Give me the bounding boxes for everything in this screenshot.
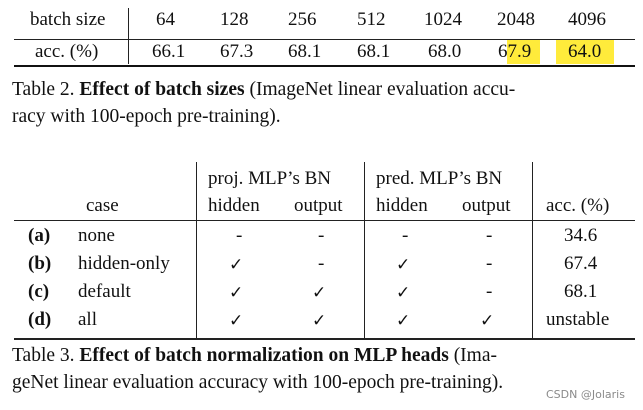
row-id: (b) (28, 253, 52, 274)
table-3-caption-line-1: Table 3. Effect of batch normalization o… (12, 342, 497, 369)
watermark: CSDN @Jolaris (546, 388, 625, 401)
caption-prefix: Table 3. (12, 345, 80, 366)
cell-acc: 34.6 (564, 225, 598, 246)
cell-proj-output: - (318, 225, 325, 246)
cell-acc: 68.1 (564, 281, 598, 302)
row-case: all (78, 309, 97, 330)
group-header-pred: pred. MLP’s BN (376, 168, 503, 189)
cell-acc: 67.4 (564, 253, 598, 274)
check-icon: ✓ (396, 283, 411, 303)
check-icon: ✓ (480, 311, 495, 331)
acc-cell: 66.1 (152, 41, 186, 62)
acc-cell: 67.3 (220, 41, 254, 62)
table-3-caption-line-2: geNet linear evaluation accuracy with 10… (12, 372, 504, 393)
cell-proj-hidden: - (236, 225, 243, 246)
caption-rest: (ImageNet linear evaluation accu- (244, 79, 516, 100)
row-case: none (78, 225, 115, 246)
check-icon: ✓ (229, 311, 244, 331)
col-header-case: case (86, 195, 119, 216)
acc-cell: 68.0 (428, 41, 462, 62)
table-3-vrule-2 (364, 162, 365, 338)
cell-acc: unstable (546, 309, 610, 330)
batch-size-cell: 512 (357, 9, 386, 30)
table-2-mid-rule (14, 39, 635, 40)
col-header-pred-hidden: hidden (376, 195, 428, 216)
cell-pred-output: - (486, 253, 493, 274)
table-3-vrule-1 (196, 162, 197, 338)
col-header-proj-hidden: hidden (208, 195, 260, 216)
cell-proj-output: - (318, 253, 325, 274)
batch-size-cell: 2048 (497, 9, 535, 30)
row-case: hidden-only (78, 253, 170, 274)
table-2-bottom-rule (14, 65, 635, 67)
caption-prefix: Table 2. (12, 79, 80, 100)
acc-cell: 67.9 (498, 41, 532, 62)
batch-size-cell: 1024 (424, 9, 462, 30)
table-2-caption-line-1: Table 2. Effect of batch sizes (ImageNet… (12, 76, 515, 103)
table-2-vertical-rule (128, 8, 129, 64)
group-header-proj: proj. MLP’s BN (208, 168, 331, 189)
highlight-4096 (556, 40, 614, 64)
col-header-acc: acc. (%) (546, 195, 610, 216)
cell-pred-hidden: - (402, 225, 409, 246)
table-2-caption-line-2: racy with 100-epoch pre-training). (12, 106, 281, 127)
check-icon: ✓ (229, 255, 244, 275)
col-header-proj-output: output (294, 195, 343, 216)
batch-size-cell: 64 (156, 9, 175, 30)
check-icon: ✓ (312, 311, 327, 331)
cell-pred-output: - (486, 281, 493, 302)
row-label-batch-size: batch size (30, 9, 106, 30)
row-id: (c) (28, 281, 50, 302)
caption-bold: Effect of batch normalization on MLP hea… (79, 345, 449, 366)
row-id: (a) (28, 225, 51, 246)
check-icon: ✓ (229, 283, 244, 303)
table-3-vrule-3 (532, 162, 533, 338)
highlight-2048 (507, 40, 540, 64)
caption-bold: Effect of batch sizes (79, 79, 245, 100)
batch-size-cell: 128 (220, 9, 249, 30)
acc-cell: 68.1 (288, 41, 322, 62)
check-icon: ✓ (396, 255, 411, 275)
table-3-header-rule (14, 220, 635, 221)
check-icon: ✓ (396, 311, 411, 331)
batch-size-cell: 4096 (568, 9, 606, 30)
caption-rest: (Ima- (448, 345, 497, 366)
acc-cell: 68.1 (357, 41, 391, 62)
table-3-bottom-rule (14, 338, 635, 340)
row-label-acc: acc. (%) (35, 41, 99, 62)
col-header-pred-output: output (462, 195, 511, 216)
row-id: (d) (28, 309, 52, 330)
acc-cell: 64.0 (568, 41, 602, 62)
row-case: default (78, 281, 131, 302)
check-icon: ✓ (312, 283, 327, 303)
batch-size-cell: 256 (288, 9, 317, 30)
cell-pred-output: - (486, 225, 493, 246)
